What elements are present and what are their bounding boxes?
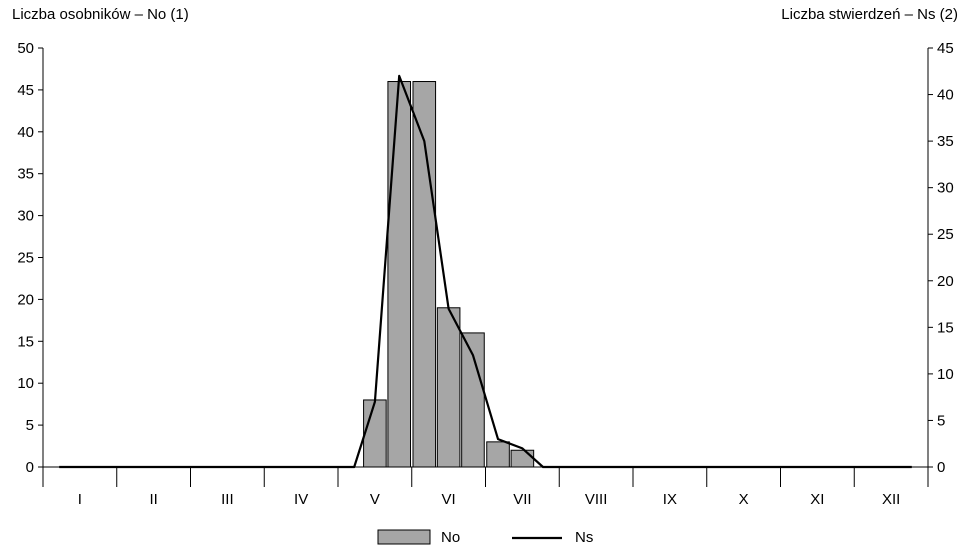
legend-label-no: No [441,529,460,546]
x-tick-label: I [78,491,82,508]
y-left-tick-label: 10 [17,375,34,392]
y-right-tick-label: 25 [937,226,954,243]
y-left-tick-label: 45 [17,82,34,99]
y-left-tick-label: 40 [17,124,34,141]
y-axis-right-title: Liczba stwierdzeń – Ns (2) [781,6,958,23]
y-left-tick-label: 30 [17,208,34,225]
legend-swatch-no [377,529,431,545]
y-right-tick-label: 40 [937,87,954,104]
y-right-tick-label: 10 [937,366,954,383]
y-left-tick-label: 50 [17,40,34,57]
legend: No Ns [377,529,593,546]
y-left-tick-label: 5 [26,417,34,434]
x-tick-label: IV [294,491,308,508]
bar-no [486,441,510,468]
x-tick-label: XI [810,491,824,508]
x-tick-label: VI [442,491,456,508]
y-axis-left-title: Liczba osobników – No (1) [12,6,189,23]
plot-area [59,74,912,469]
y-right-tick-label: 35 [937,133,954,150]
x-tick-label: VII [513,491,531,508]
bar-no [387,81,412,468]
y-right-tick-label: 30 [937,180,954,197]
y-left-tick-label: 35 [17,166,34,183]
y-right-tick-label: 5 [937,412,945,429]
y-left-tick-label: 25 [17,250,34,267]
x-tick-label: X [739,491,749,508]
bar-no [363,399,387,468]
y-left-tick-label: 0 [26,459,34,476]
y-right-tick-label: 45 [937,40,954,57]
x-tick-label: VIII [585,491,608,508]
series-line-ns [59,74,912,469]
x-tick-label: III [221,491,234,508]
x-tick-label: V [370,491,380,508]
y-right-tick-label: 15 [937,319,954,336]
x-tick-label: XII [882,491,900,508]
bar-no [436,307,461,468]
y-left-tick-label: 15 [17,333,34,350]
y-left-tick-label: 20 [17,291,34,308]
x-tick-label: II [149,491,157,508]
bar-no [510,449,535,468]
legend-label-ns: Ns [575,529,593,546]
y-right-tick-label: 0 [937,459,945,476]
y-right-tick-label: 20 [937,273,954,290]
x-tick-label: IX [663,491,677,508]
